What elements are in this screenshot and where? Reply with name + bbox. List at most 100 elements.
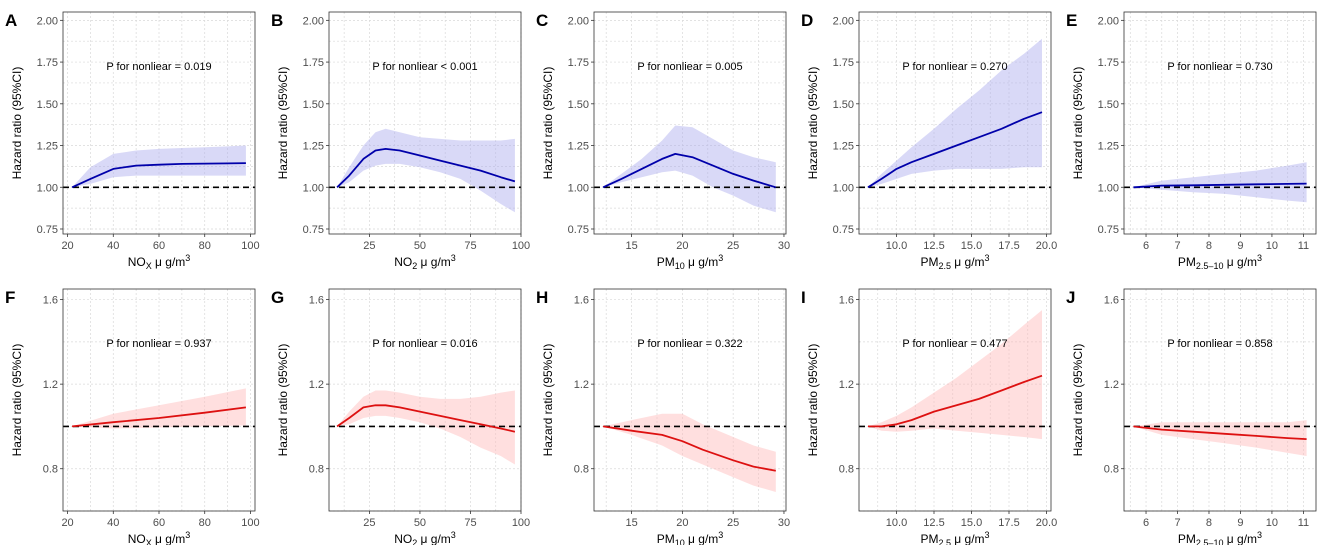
x-axis-title-superscript: 3 (718, 253, 723, 263)
x-tick-label: 11 (1298, 240, 1309, 252)
x-tick-label: 20 (61, 240, 73, 252)
x-tick-label: 15.0 (961, 240, 982, 252)
confidence-band (72, 145, 246, 188)
x-tick-label: 25 (363, 517, 375, 529)
y-tick-label: 1.75 (833, 57, 854, 69)
hazard-ratio-line (71, 162, 246, 189)
x-axis-title-unit: μ g/m (152, 255, 186, 269)
y-tick-label: 1.25 (1098, 141, 1119, 153)
y-tick-label: 2.00 (1098, 15, 1119, 27)
p-nonlinear-annotation: P for nonliear = 0.005 (637, 61, 742, 73)
y-axis-title: Hazard ratio (95%CI) (806, 67, 820, 180)
p-nonlinear-annotation: P for nonliear = 0.322 (637, 338, 742, 350)
plot-data (63, 388, 255, 429)
y-axis-title: Hazard ratio (95%CI) (276, 67, 290, 180)
x-tick-label: 15.0 (961, 517, 982, 529)
x-tick-label: 100 (241, 240, 259, 252)
plot-data (594, 125, 786, 213)
y-tick-label: 1.75 (303, 57, 324, 69)
x-axis-title-base: PM (1178, 532, 1196, 545)
plot-background (1124, 289, 1316, 511)
x-tick-label: 60 (153, 240, 165, 252)
y-axis-title: Hazard ratio (95%CI) (10, 344, 24, 457)
x-tick-label: 8 (1206, 517, 1212, 529)
panel-letter: C (536, 11, 548, 30)
plot-frame (858, 11, 1052, 235)
y-tick-label: 0.8 (839, 464, 854, 476)
x-axis-title-subscript: 2.5–10 (1196, 261, 1224, 271)
panel-letter: D (801, 11, 813, 30)
hazard-ratio-line (72, 406, 247, 428)
x-tick-label: 10 (1266, 517, 1278, 529)
p-nonlinear-annotation: P for nonliear = 0.858 (1167, 338, 1272, 350)
plot-frame (328, 288, 522, 512)
p-nonlinear-annotation: P for nonliear = 0.016 (372, 338, 477, 350)
x-tick-label: 50 (414, 517, 426, 529)
plot-data (1124, 420, 1316, 456)
x-tick-label: 10.0 (886, 240, 907, 252)
plot-data (859, 310, 1051, 440)
x-tick-label: 100 (241, 517, 259, 529)
panel-letter: A (5, 11, 17, 30)
x-tick-label: 25 (727, 517, 739, 529)
hazard-ratio-line (602, 425, 776, 472)
x-tick-label: 6 (1143, 240, 1149, 252)
y-tick-label: 0.8 (43, 464, 58, 476)
x-tick-label: 15 (625, 517, 637, 529)
x-tick-label: 8 (1206, 240, 1212, 252)
confidence-band (337, 390, 515, 465)
plot-background (329, 12, 521, 234)
x-axis-title-subscript: 2.5 (938, 538, 951, 545)
plot-data (329, 390, 521, 465)
panel-g: 0.8 1.2 1.6 25 50 75 100 NO2 μ g/m3 Hazard ratio… (271, 288, 530, 545)
p-nonlinear-annotation: P for nonliear < 0.001 (372, 61, 477, 73)
x-axis-title: NO2 μ g/m3 (394, 530, 456, 545)
y-tick-label: 1.75 (568, 57, 589, 69)
x-axis-title: NOX μ g/m3 (128, 253, 191, 271)
x-axis-title-subscript: X (146, 261, 152, 271)
y-tick-label: 1.50 (37, 99, 58, 111)
y-tick-label: 1.2 (309, 379, 324, 391)
p-nonlinear-annotation: P for nonliear = 0.270 (902, 61, 1007, 73)
x-tick-label: 12.5 (923, 240, 944, 252)
y-tick-label: 1.50 (1098, 99, 1119, 111)
y-tick-label: 1.50 (303, 99, 324, 111)
x-axis-title-base: NO (128, 255, 146, 269)
x-tick-label: 20 (61, 517, 73, 529)
y-tick-label: 0.8 (309, 464, 324, 476)
confidence-band (868, 310, 1042, 440)
panel-a: 0.75 1.00 1.25 1.50 1.75 2.00 20 40 60 80 100 NOX μ… (5, 11, 260, 271)
x-axis-title: PM2.5 μ g/m3 (920, 530, 989, 545)
confidence-band (603, 125, 776, 213)
x-axis-title-unit: μ g/m (152, 532, 186, 545)
plot-background (329, 289, 521, 511)
y-axis-title: Hazard ratio (95%CI) (10, 67, 24, 180)
confidence-band (1133, 162, 1307, 203)
x-axis-title-base: PM (920, 255, 938, 269)
y-tick-label: 0.75 (833, 224, 854, 236)
hazard-ratio-line (867, 111, 1043, 189)
plot-background (594, 12, 786, 234)
x-tick-label: 20.0 (1036, 240, 1057, 252)
hazard-ratio-line (602, 153, 777, 189)
y-tick-label: 2.00 (37, 15, 58, 27)
y-tick-label: 1.25 (303, 141, 324, 153)
y-tick-label: 1.25 (37, 141, 58, 153)
y-tick-label: 0.75 (1098, 224, 1119, 236)
x-axis-title-base: PM (1178, 255, 1196, 269)
panel-h: 0.8 1.2 1.6 15 20 25 30 PM10 μ g/m3 Hazard ratio… (536, 288, 790, 545)
x-axis-title-superscript: 3 (185, 253, 190, 263)
plot-data (63, 145, 255, 189)
y-axis-title: Hazard ratio (95%CI) (541, 344, 555, 457)
x-tick-label: 25 (727, 240, 739, 252)
x-axis-title-superscript: 3 (185, 530, 190, 540)
x-tick-label: 20.0 (1036, 517, 1057, 529)
y-tick-label: 1.6 (43, 295, 58, 307)
plot-background (1124, 12, 1316, 234)
x-axis-title-base: PM (920, 532, 938, 545)
panel-e: 0.75 1.00 1.25 1.50 1.75 2.00 6 7 8 9 10 11 PM2.5–10… (1066, 11, 1317, 271)
x-tick-label: 75 (464, 517, 476, 529)
x-axis-title-subscript: 2.5–10 (1196, 538, 1224, 545)
p-nonlinear-annotation: P for nonliear = 0.937 (106, 338, 211, 350)
